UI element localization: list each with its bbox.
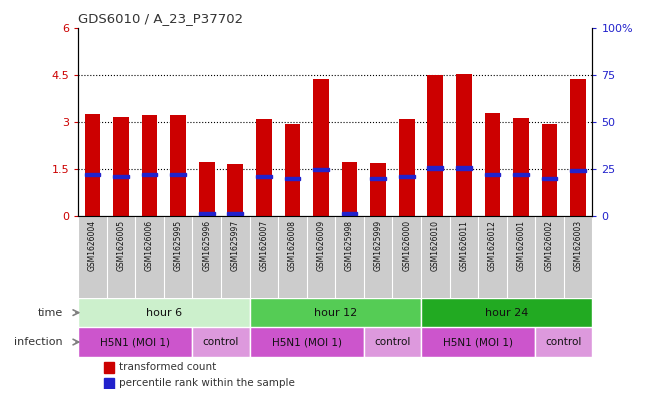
Bar xyxy=(227,164,243,216)
Text: GSM1626006: GSM1626006 xyxy=(145,220,154,271)
Text: H5N1 (MOI 1): H5N1 (MOI 1) xyxy=(271,337,342,347)
Text: infection: infection xyxy=(14,337,62,347)
Bar xyxy=(199,162,215,216)
Bar xyxy=(313,168,329,171)
Text: GSM1625999: GSM1625999 xyxy=(374,220,383,271)
Bar xyxy=(513,173,529,176)
Bar xyxy=(171,173,186,176)
Bar xyxy=(421,298,592,327)
Text: hour 24: hour 24 xyxy=(485,308,529,318)
Bar xyxy=(199,211,215,215)
Text: GSM1626011: GSM1626011 xyxy=(460,220,468,271)
Text: GSM1625995: GSM1625995 xyxy=(174,220,183,271)
Bar xyxy=(484,173,500,176)
Text: control: control xyxy=(546,337,582,347)
Bar xyxy=(104,362,114,373)
Bar xyxy=(256,119,271,216)
Text: GSM1626002: GSM1626002 xyxy=(545,220,554,271)
Text: GSM1625997: GSM1625997 xyxy=(230,220,240,271)
Bar xyxy=(513,118,529,216)
Text: control: control xyxy=(203,337,239,347)
Bar xyxy=(542,177,557,180)
Text: GSM1626000: GSM1626000 xyxy=(402,220,411,271)
Bar xyxy=(484,113,500,216)
Text: GSM1626012: GSM1626012 xyxy=(488,220,497,271)
Bar xyxy=(313,79,329,216)
Bar xyxy=(342,211,357,215)
Text: GSM1626010: GSM1626010 xyxy=(431,220,440,271)
Bar xyxy=(399,119,415,216)
Text: GSM1625998: GSM1625998 xyxy=(345,220,354,271)
Bar xyxy=(142,173,158,176)
Bar xyxy=(227,211,243,215)
Bar xyxy=(535,327,592,357)
Bar xyxy=(399,175,415,178)
Bar xyxy=(78,327,193,357)
Text: GSM1626001: GSM1626001 xyxy=(516,220,525,271)
Bar xyxy=(78,298,249,327)
Bar xyxy=(421,327,535,357)
Bar xyxy=(249,298,421,327)
Bar xyxy=(456,166,472,169)
Bar xyxy=(456,74,472,216)
Text: GDS6010 / A_23_P37702: GDS6010 / A_23_P37702 xyxy=(78,12,243,25)
Bar xyxy=(171,115,186,216)
Text: GSM1626008: GSM1626008 xyxy=(288,220,297,271)
Text: H5N1 (MOI 1): H5N1 (MOI 1) xyxy=(443,337,513,347)
Bar xyxy=(570,169,586,172)
Text: percentile rank within the sample: percentile rank within the sample xyxy=(119,378,295,388)
Text: control: control xyxy=(374,337,411,347)
Bar xyxy=(113,175,129,178)
Bar xyxy=(428,75,443,216)
Bar xyxy=(104,378,114,389)
Text: GSM1626009: GSM1626009 xyxy=(316,220,326,271)
Bar xyxy=(284,177,300,180)
Bar xyxy=(370,163,386,216)
Bar xyxy=(428,166,443,169)
Bar xyxy=(113,117,129,216)
Bar xyxy=(370,177,386,180)
Text: H5N1 (MOI 1): H5N1 (MOI 1) xyxy=(100,337,171,347)
Bar xyxy=(256,175,271,178)
Text: GSM1626007: GSM1626007 xyxy=(259,220,268,271)
Bar xyxy=(570,79,586,216)
Bar xyxy=(142,115,158,216)
Bar xyxy=(193,327,249,357)
Text: GSM1626005: GSM1626005 xyxy=(117,220,126,271)
Text: GSM1626003: GSM1626003 xyxy=(574,220,583,271)
Bar xyxy=(249,327,364,357)
Bar xyxy=(364,327,421,357)
Bar xyxy=(284,124,300,216)
Bar xyxy=(342,162,357,216)
Text: GSM1625996: GSM1625996 xyxy=(202,220,211,271)
Text: GSM1626004: GSM1626004 xyxy=(88,220,97,271)
Text: hour 6: hour 6 xyxy=(146,308,182,318)
Bar xyxy=(85,114,100,216)
Text: time: time xyxy=(38,308,62,318)
Text: transformed count: transformed count xyxy=(119,362,217,372)
Bar xyxy=(542,124,557,216)
Text: hour 12: hour 12 xyxy=(314,308,357,318)
Bar xyxy=(85,173,100,176)
